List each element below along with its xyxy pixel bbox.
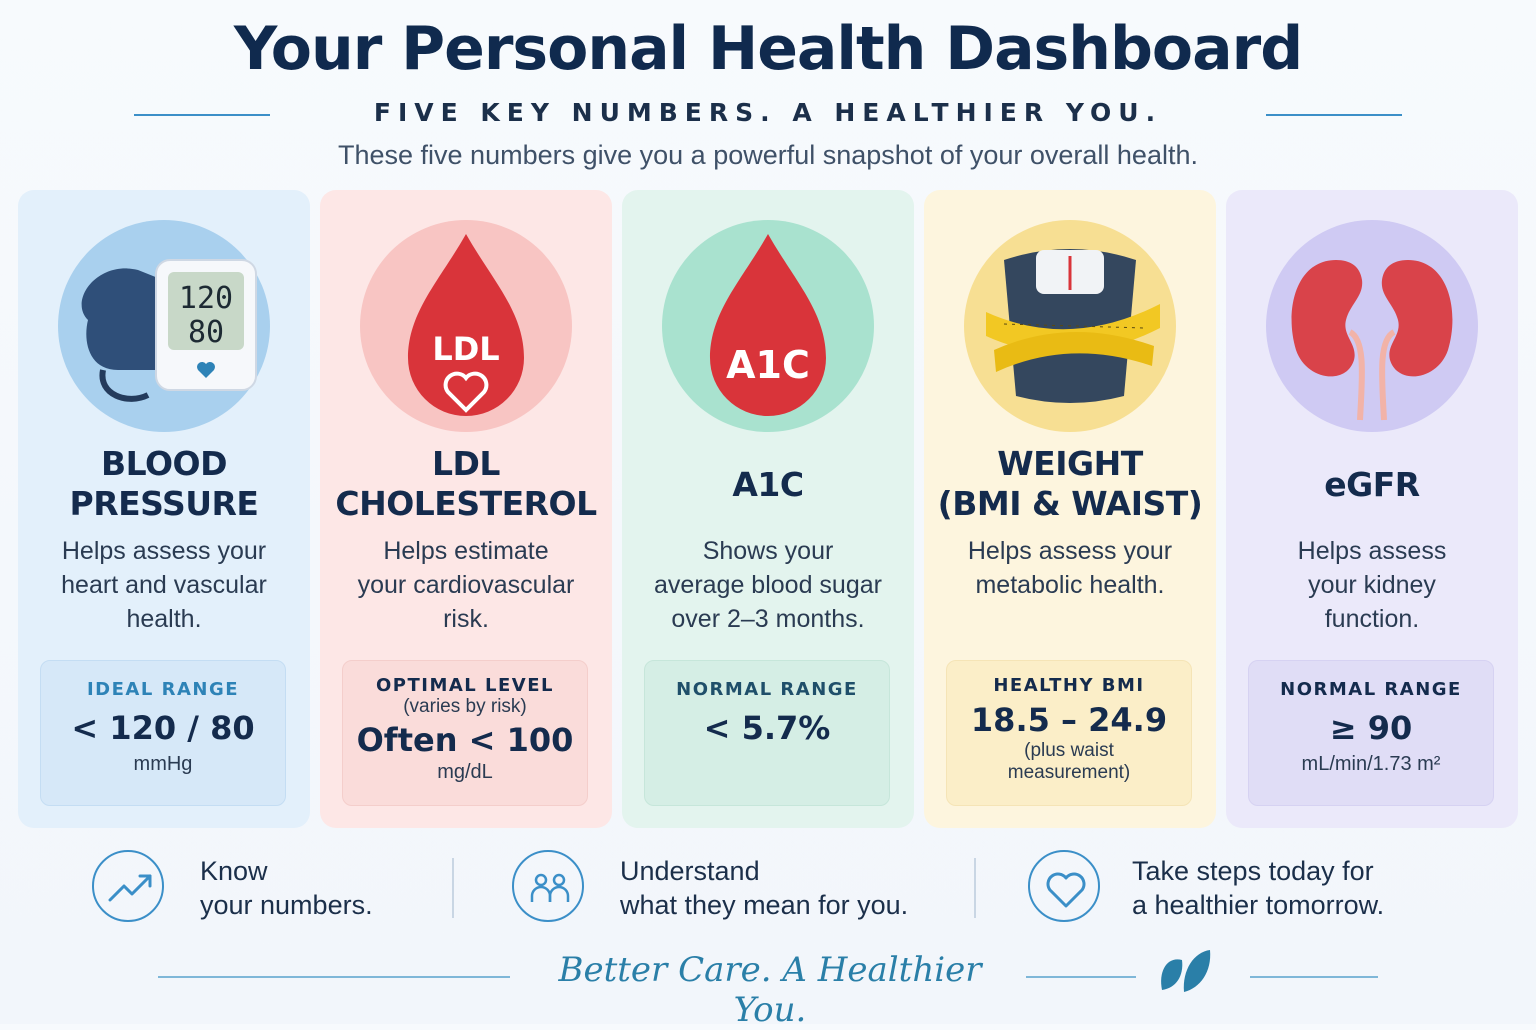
footer-item-understand: Understand what they mean for you. bbox=[512, 848, 952, 928]
card-title: A1C bbox=[622, 465, 914, 505]
card-description: Helps estimate your cardiovascular risk. bbox=[334, 534, 598, 636]
range-box: IDEAL RANGE < 120 / 80 mmHg bbox=[40, 660, 286, 806]
range-label: IDEAL RANGE bbox=[86, 679, 240, 700]
range-sub: (varies by risk) bbox=[403, 696, 527, 717]
footer-text-line: Understand bbox=[620, 856, 760, 886]
card-description: Helps assess your metabolic health. bbox=[938, 534, 1202, 602]
footer-divider bbox=[452, 858, 454, 918]
footer-divider bbox=[974, 858, 976, 918]
leaf-icon bbox=[1154, 946, 1214, 1003]
card-ldl-cholesterol: LDL LDL CHOLESTEROL Helps estimate your … bbox=[320, 190, 612, 828]
card-title-line: LDL bbox=[432, 444, 500, 483]
range-label: HEALTHY BMI bbox=[993, 675, 1145, 696]
range-box: NORMAL RANGE ≥ 90 mL/min/1.73 m² bbox=[1248, 660, 1494, 806]
description-line: function. bbox=[1324, 605, 1420, 633]
footer-text-line: Take steps today for bbox=[1132, 856, 1374, 886]
drop-label: LDL bbox=[432, 330, 499, 368]
range-value: 18.5 – 24.9 bbox=[970, 701, 1168, 739]
range-value: ≥ 90 bbox=[1329, 709, 1413, 747]
footer-item-take-steps: Take steps today for a healthier tomorro… bbox=[1028, 848, 1448, 928]
drop-label: A1C bbox=[726, 343, 810, 387]
card-title: LDL CHOLESTEROL bbox=[320, 444, 612, 524]
a1c-blood-drop-icon: A1C bbox=[662, 220, 874, 432]
card-title: WEIGHT (BMI & WAIST) bbox=[924, 444, 1216, 524]
people-icon bbox=[512, 850, 584, 922]
footer-text: Know your numbers. bbox=[200, 854, 373, 922]
card-egfr: eGFR Helps assess your kidney function. … bbox=[1226, 190, 1518, 828]
monitor-reading-bottom: 80 bbox=[188, 315, 224, 350]
range-value: Often < 100 bbox=[356, 721, 574, 759]
ldl-blood-drop-icon: LDL bbox=[360, 220, 572, 432]
kidneys-icon bbox=[1266, 220, 1478, 432]
description-line: Shows your bbox=[702, 537, 834, 565]
range-note-line: measurement) bbox=[1007, 762, 1131, 783]
card-blood-pressure: 120 80 BLOOD PRESSURE Helps assess your … bbox=[18, 190, 310, 828]
header: Your Personal Health Dashboard FIVE KEY … bbox=[0, 0, 1536, 190]
card-description: Helps assess your heart and vascular hea… bbox=[32, 534, 296, 636]
card-title-line: BLOOD bbox=[100, 444, 228, 483]
card-title-line: WEIGHT bbox=[997, 444, 1143, 483]
monitor-reading-top: 120 bbox=[179, 281, 233, 316]
description-line: Helps estimate bbox=[383, 537, 549, 565]
range-box: NORMAL RANGE < 5.7% bbox=[644, 660, 890, 806]
footer-text-line: your numbers. bbox=[200, 890, 373, 920]
page-subtitle: FIVE KEY NUMBERS. A HEALTHIER YOU. bbox=[373, 98, 1163, 127]
range-value: < 5.7% bbox=[703, 709, 831, 747]
description-line: Helps assess bbox=[1297, 537, 1447, 565]
range-value: < 120 / 80 bbox=[71, 709, 255, 747]
card-weight: WEIGHT (BMI & WAIST) Helps assess your m… bbox=[924, 190, 1216, 828]
description-line: over 2–3 months. bbox=[671, 605, 865, 633]
tagline: Better Care. A Healthier You. bbox=[558, 950, 982, 1030]
card-title-line: (BMI & WAIST) bbox=[937, 484, 1203, 523]
intro-text: These five numbers give you a powerful s… bbox=[338, 140, 1198, 170]
tagline-rule-mid bbox=[1026, 976, 1136, 978]
tagline-rule-left bbox=[158, 976, 510, 978]
description-line: risk. bbox=[443, 605, 489, 633]
description-line: metabolic health. bbox=[975, 571, 1165, 599]
description-line: average blood sugar bbox=[654, 571, 882, 599]
card-title-line: A1C bbox=[732, 465, 804, 504]
card-title: BLOOD PRESSURE bbox=[18, 444, 310, 524]
footer-item-know: Know your numbers. bbox=[92, 848, 432, 928]
footer-text-line: a healthier tomorrow. bbox=[1132, 890, 1385, 920]
tagline-rule-right bbox=[1250, 976, 1378, 978]
range-label: NORMAL RANGE bbox=[1280, 679, 1462, 700]
trend-up-icon bbox=[92, 850, 164, 922]
card-title-line: eGFR bbox=[1324, 465, 1420, 504]
description-line: your cardiovascular bbox=[357, 571, 575, 599]
scale-tape-measure-icon bbox=[964, 220, 1176, 432]
card-title-line: PRESSURE bbox=[69, 484, 259, 523]
description-line: health. bbox=[126, 605, 202, 633]
subtitle-rule-left bbox=[134, 114, 270, 116]
description-line: Helps assess your bbox=[967, 537, 1173, 565]
card-description: Shows your average blood sugar over 2–3 … bbox=[636, 534, 900, 636]
card-a1c: A1C A1C Shows your average blood sugar o… bbox=[622, 190, 914, 828]
description-line: heart and vascular bbox=[61, 571, 267, 599]
range-box: OPTIMAL LEVEL (varies by risk) Often < 1… bbox=[342, 660, 588, 806]
range-box: HEALTHY BMI 18.5 – 24.9 (plus waist meas… bbox=[946, 660, 1192, 806]
footer-text: Take steps today for a healthier tomorro… bbox=[1132, 854, 1384, 922]
footer-text-line: Know bbox=[200, 856, 268, 886]
card-title: eGFR bbox=[1226, 465, 1518, 505]
description-line: your kidney bbox=[1308, 571, 1436, 599]
blood-pressure-monitor-icon: 120 80 bbox=[58, 220, 270, 432]
range-label: OPTIMAL LEVEL bbox=[375, 675, 554, 696]
range-unit: mg/dL bbox=[437, 761, 493, 783]
heart-icon bbox=[1028, 850, 1100, 922]
footer-text-line: what they mean for you. bbox=[620, 890, 909, 920]
page-title: Your Personal Health Dashboard bbox=[233, 14, 1303, 84]
subtitle-rule-right bbox=[1266, 114, 1402, 116]
range-unit: mL/min/1.73 m² bbox=[1301, 753, 1441, 775]
range-label: NORMAL RANGE bbox=[676, 679, 858, 700]
footer-text: Understand what they mean for you. bbox=[620, 854, 908, 922]
description-line: Helps assess your bbox=[61, 537, 267, 565]
card-title-line: CHOLESTEROL bbox=[335, 484, 597, 523]
card-description: Helps assess your kidney function. bbox=[1240, 534, 1504, 636]
range-note-line: (plus waist bbox=[1024, 740, 1114, 761]
range-unit: mmHg bbox=[133, 753, 193, 775]
